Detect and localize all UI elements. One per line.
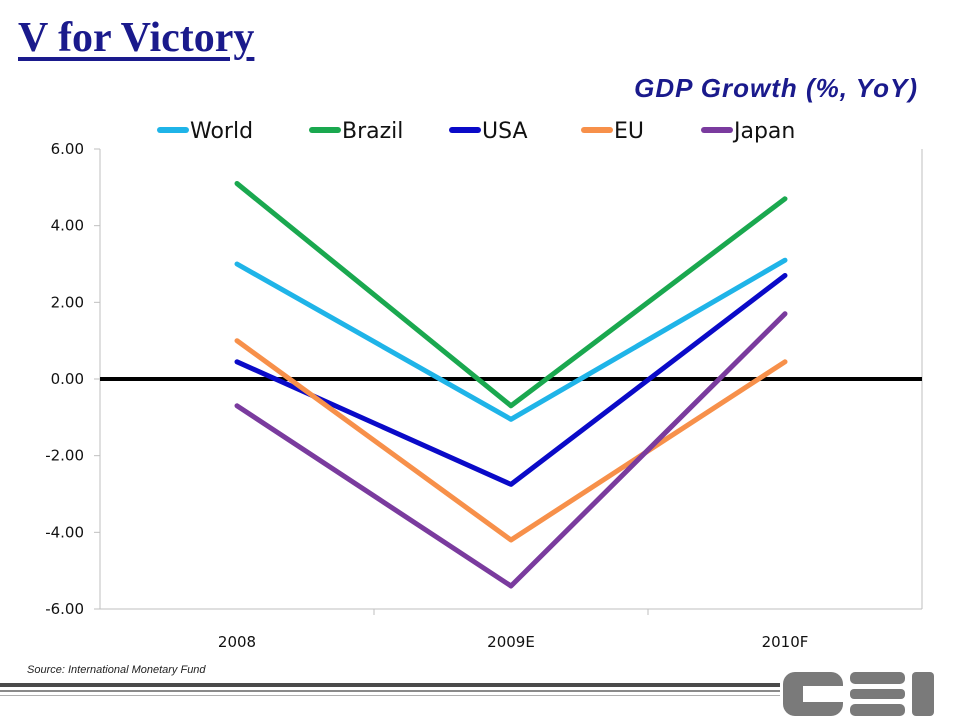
chart-legend: World Brazil USA EU Japan bbox=[157, 119, 795, 144]
slide-title: V for Victory bbox=[18, 15, 255, 61]
series-line-world bbox=[234, 257, 788, 422]
y-tick-label: 6.00 bbox=[51, 140, 84, 158]
y-tick-label: -6.00 bbox=[45, 600, 84, 618]
y-tick-label: 4.00 bbox=[51, 217, 84, 235]
logo-letter-s bbox=[850, 672, 905, 684]
legend-label-japan: Japan bbox=[732, 119, 795, 144]
series-line-usa bbox=[234, 273, 788, 487]
legend-label-eu: EU bbox=[614, 119, 644, 144]
series-line-brazil bbox=[234, 181, 788, 409]
y-tick-label: 0.00 bbox=[51, 370, 84, 388]
chart-title: GDP Growth (%, YoY) bbox=[634, 73, 918, 103]
footer-rule bbox=[0, 683, 780, 687]
series-lines bbox=[234, 181, 788, 589]
footer-rule bbox=[0, 695, 780, 696]
x-tick-label: 2008 bbox=[218, 633, 256, 651]
legend-label-brazil: Brazil bbox=[342, 119, 403, 144]
logo-letter-i bbox=[912, 672, 934, 716]
series-line-japan bbox=[234, 311, 788, 589]
source-note: Source: International Monetary Fund bbox=[27, 664, 206, 676]
y-tick-label: 2.00 bbox=[51, 293, 84, 311]
series-line-eu bbox=[234, 338, 788, 543]
footer-rule bbox=[0, 690, 780, 692]
legend-label-world: World bbox=[190, 119, 253, 144]
csi-logo bbox=[783, 672, 934, 716]
x-tick-label: 2010F bbox=[762, 633, 809, 651]
chart-axes: 6.00 4.00 2.00 0.00 -2.00 -4.00 -6.00 2008 2009E… bbox=[45, 140, 923, 651]
y-tick-label: -2.00 bbox=[45, 447, 84, 465]
legend-label-usa: USA bbox=[482, 119, 528, 144]
x-tick-label: 2009E bbox=[487, 633, 535, 651]
y-tick-label: -4.00 bbox=[45, 523, 84, 541]
